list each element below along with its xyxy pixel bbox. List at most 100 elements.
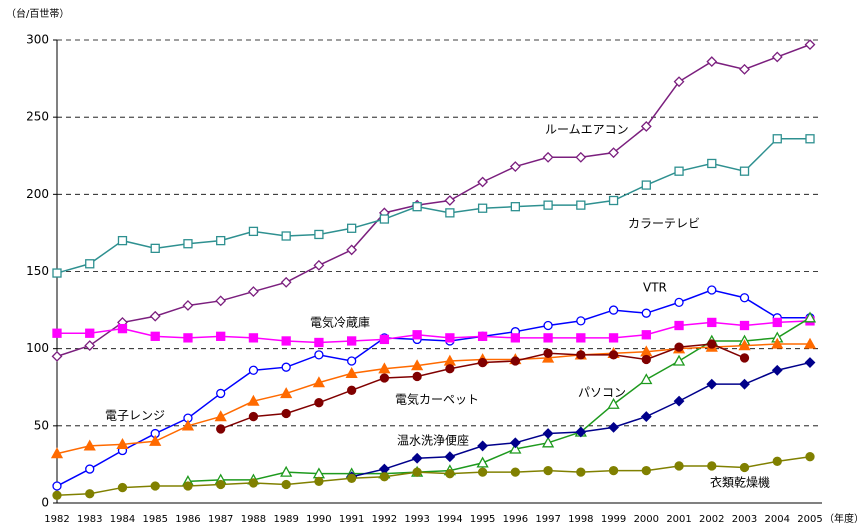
point [772,456,782,466]
point [444,451,456,463]
x-tick-label: 2004 [765,514,790,525]
point [739,166,750,176]
x-tick-label: 1992 [372,514,397,525]
point [542,151,554,163]
y-tick-label: 300 [26,33,49,47]
point [280,276,292,288]
point [509,161,521,172]
point [674,461,684,471]
point [707,158,717,169]
point [314,229,324,240]
point [85,328,95,338]
point [706,56,718,68]
point [477,176,489,188]
point [641,180,651,190]
point [347,336,357,346]
point [312,376,326,388]
point [541,436,555,448]
point [805,134,815,144]
point [608,465,619,476]
x-tick-label: 1991 [339,514,364,525]
point [739,293,750,303]
point [379,214,390,224]
point [117,323,128,334]
point [674,342,684,352]
point [576,467,586,477]
point [707,317,717,328]
point [150,481,160,491]
point [248,333,259,343]
point [772,317,782,328]
point [804,39,816,51]
point [248,365,259,375]
series-line [56,138,810,274]
point [608,333,619,343]
point [477,203,488,213]
series-label: ルームエアコン [545,123,629,137]
point [314,476,324,487]
x-tick-label: 2005 [797,514,822,525]
point [116,438,129,450]
point [674,166,684,176]
point [739,462,750,473]
x-tick-label: 1985 [142,514,167,525]
point [182,300,194,311]
point [576,333,586,343]
point [771,51,783,63]
point [543,200,553,210]
point [216,424,226,434]
point [608,350,619,360]
point [445,333,455,343]
series-label: 温水洗浄便座 [397,433,469,448]
point [510,333,520,343]
point [672,354,686,366]
point [214,410,227,422]
x-tick-label: 2002 [699,514,724,525]
point [707,339,717,349]
point [379,334,390,345]
point [707,285,717,295]
point [248,478,259,488]
point [216,388,226,399]
point [411,452,423,464]
x-tick-label: 1986 [175,514,200,525]
point [281,231,291,241]
point [314,337,324,348]
point [445,208,455,218]
point [673,76,685,88]
point [576,316,586,326]
point [445,469,455,479]
point [248,226,259,237]
point [183,239,193,249]
point [707,461,717,471]
y-tick-label: 250 [26,110,49,124]
point [313,259,325,271]
point [510,202,520,212]
point [83,439,96,451]
point [641,330,651,340]
series-label: 電気冷蔵庫 [310,315,370,330]
point [412,371,422,382]
point [542,428,554,439]
point [346,244,358,256]
point [183,333,193,343]
series-line [56,43,811,358]
point [84,340,96,351]
y-tick-label: 0 [41,496,49,510]
point [543,333,553,343]
point [216,479,226,490]
point [509,437,521,449]
point [641,354,651,365]
point [477,331,488,341]
point [215,295,227,307]
point [739,378,750,390]
x-tick-label: 1982 [44,514,69,525]
point [247,394,260,406]
point [412,467,422,477]
point [412,202,422,212]
x-tick-label: 1998 [568,514,593,525]
series-label: パソコン [578,386,626,400]
point [576,350,586,360]
series-line [56,289,810,487]
